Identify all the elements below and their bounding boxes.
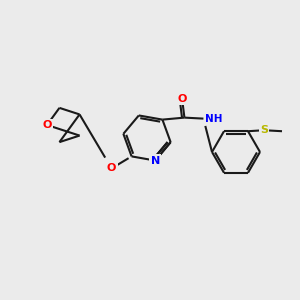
Text: O: O	[178, 94, 187, 103]
Text: S: S	[260, 125, 268, 135]
Text: O: O	[107, 164, 116, 173]
Text: NH: NH	[206, 114, 223, 124]
Text: O: O	[42, 120, 52, 130]
Text: N: N	[151, 156, 160, 166]
